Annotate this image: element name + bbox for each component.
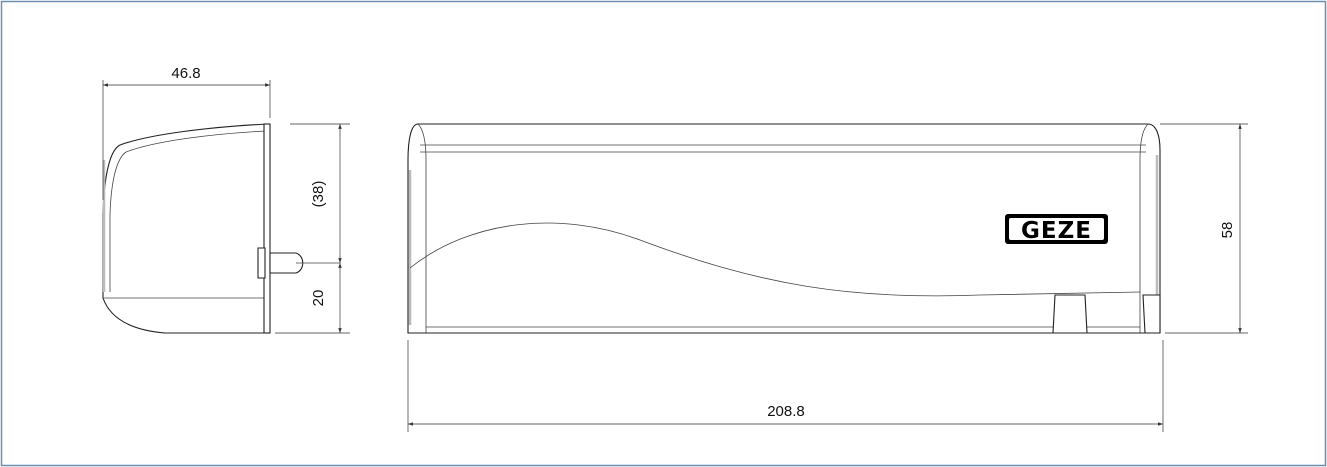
side-lower-height-label: 20 [310,290,327,307]
side-width-label: 46.8 [171,65,200,82]
front-length-label: 208.8 [767,403,805,420]
front-height-label: 58 [1219,222,1236,239]
side-height-dimensions: (38) 20 [275,123,350,334]
geze-logo: GEZE [1005,214,1108,244]
front-height-dimension: 58 [1160,123,1248,334]
front-length-dimension: 208.8 [407,340,1164,432]
side-upper-height-label: (38) [310,181,327,208]
logo-text: GEZE [1021,218,1092,244]
side-width-dimension: 46.8 [102,65,271,200]
front-view: GEZE 208.8 58 [407,123,1248,432]
side-view: 46.8 (38) 20 [102,65,350,334]
